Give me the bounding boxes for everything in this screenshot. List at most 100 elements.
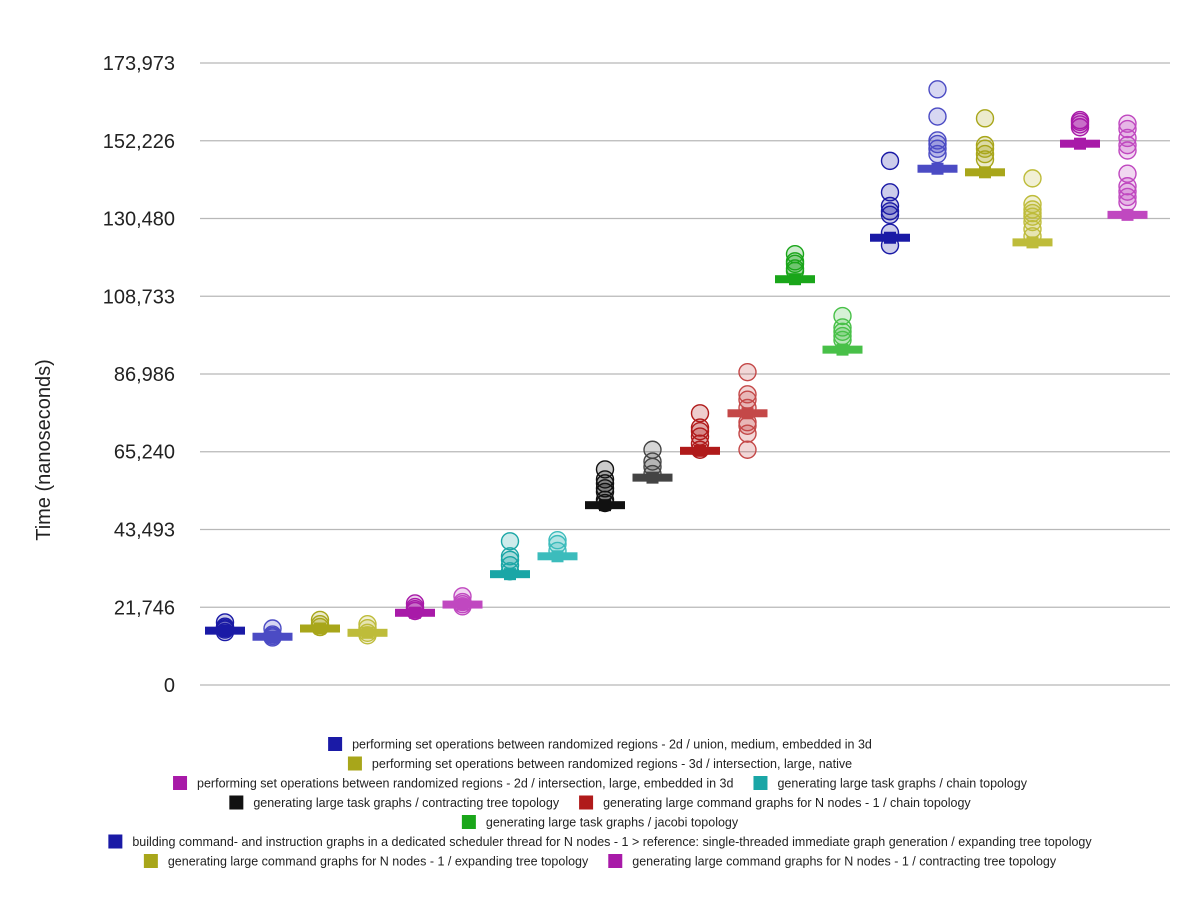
- legend-label: generating large task graphs / jacobi to…: [486, 816, 739, 830]
- series-group: [822, 306, 863, 356]
- y-tick-label: 152,226: [103, 131, 175, 153]
- data-series: [205, 80, 1148, 647]
- gridlines: [200, 62, 1170, 686]
- legend-item: performing set operations between random…: [328, 737, 872, 752]
- sample-point: [833, 322, 852, 341]
- median-marker: [314, 622, 326, 635]
- sample-point: [738, 362, 757, 382]
- median-marker: [646, 471, 659, 484]
- legend-swatch: [328, 737, 343, 751]
- sample-point: [500, 547, 520, 566]
- y-tick-label: 130,480: [103, 208, 175, 230]
- sample-point: [1070, 110, 1090, 130]
- sample-point: [738, 385, 757, 404]
- sample-point: [1023, 194, 1042, 214]
- median-marker: [931, 162, 944, 175]
- median-marker: [741, 407, 754, 420]
- sample-point: [975, 109, 995, 128]
- sample-point: [548, 531, 567, 550]
- median-marker: [409, 606, 421, 619]
- series-group: [1107, 114, 1148, 221]
- median-marker: [836, 343, 849, 356]
- sample-point: [1023, 200, 1042, 219]
- y-tick-label: 21,746: [114, 597, 175, 619]
- sample-point: [1118, 164, 1137, 183]
- sample-point: [880, 202, 900, 221]
- series-group: [1012, 169, 1053, 249]
- legend-item: generating large command graphs for N no…: [608, 854, 1057, 869]
- series-group: [917, 80, 958, 175]
- sample-point: [1118, 119, 1137, 139]
- legend-swatch: [608, 854, 623, 868]
- y-tick-label: 65,240: [114, 442, 175, 464]
- y-tick-label: 86,986: [114, 364, 175, 386]
- legend-swatch: [108, 834, 123, 849]
- y-tick-labels: 0 21,746 43,493 65,240 86,986 108,733 130,480 1…: [103, 53, 175, 697]
- series-group: [205, 613, 245, 642]
- median-marker: [361, 626, 374, 639]
- sample-point: [1118, 135, 1137, 155]
- legend-item: performing set operations between random…: [173, 776, 734, 791]
- legend-label: generating large command graphs for N no…: [603, 796, 971, 810]
- sample-point: [595, 470, 615, 489]
- sample-point: [690, 404, 710, 423]
- legend-label: generating large command graphs for N no…: [632, 855, 1057, 869]
- sample-point: [880, 151, 900, 171]
- legend-item: building command- and instruction graphs…: [108, 834, 1092, 849]
- y-tick-label: 173,973: [103, 53, 175, 75]
- sample-point: [928, 107, 947, 126]
- sample-point: [1118, 114, 1137, 133]
- series-group: [870, 151, 910, 255]
- legend-item: generating large task graphs / chain top…: [753, 776, 1028, 791]
- median-marker: [551, 550, 564, 563]
- sample-point: [975, 135, 995, 155]
- legend-label: performing set operations between random…: [352, 738, 872, 752]
- legend-label: performing set operations between random…: [372, 757, 852, 771]
- sample-point: [643, 440, 662, 459]
- median-marker: [979, 166, 991, 179]
- legend-swatch: [347, 756, 362, 771]
- y-axis-title: Time (nanoseconds): [33, 359, 55, 541]
- sample-point: [500, 532, 520, 551]
- sample-point: [690, 418, 710, 437]
- series-group: [490, 532, 530, 581]
- series-group: [347, 615, 388, 645]
- sample-point: [928, 144, 947, 164]
- median-marker: [1026, 236, 1039, 249]
- median-marker: [456, 598, 469, 611]
- legend-item: generating large command graphs for N no…: [143, 854, 589, 869]
- sample-point: [1118, 187, 1137, 207]
- legend-swatch: [579, 795, 594, 810]
- y-tick-label: 0: [164, 675, 175, 697]
- legend-swatch: [229, 795, 244, 810]
- series-group: [775, 244, 815, 286]
- median-marker: [219, 624, 231, 637]
- legend-swatch: [461, 815, 476, 829]
- sample-point: [785, 252, 805, 271]
- series-group: [727, 362, 768, 459]
- series-group: [300, 610, 340, 637]
- median-marker: [789, 273, 801, 286]
- legend-label: generating large task graphs / chain top…: [777, 777, 1027, 791]
- legend-label: building command- and instruction graphs…: [132, 835, 1092, 849]
- legend-label: generating large command graphs for N no…: [168, 855, 589, 869]
- sample-point: [1023, 169, 1042, 188]
- legend-item: generating large task graphs / contracti…: [229, 795, 560, 810]
- sample-point: [595, 460, 615, 479]
- sample-point: [928, 80, 947, 99]
- y-tick-label: 108,733: [103, 286, 175, 308]
- series-group: [442, 587, 483, 616]
- sample-point: [833, 306, 852, 326]
- sample-point: [928, 131, 947, 150]
- series-group: [252, 619, 293, 647]
- median-marker: [1121, 208, 1134, 221]
- median-marker: [266, 630, 279, 643]
- sample-point: [1118, 182, 1137, 201]
- sample-point: [738, 440, 757, 459]
- sample-point: [880, 183, 900, 202]
- median-marker: [504, 568, 516, 581]
- series-group: [585, 460, 625, 513]
- median-marker: [694, 444, 706, 457]
- series-group: [1060, 110, 1100, 150]
